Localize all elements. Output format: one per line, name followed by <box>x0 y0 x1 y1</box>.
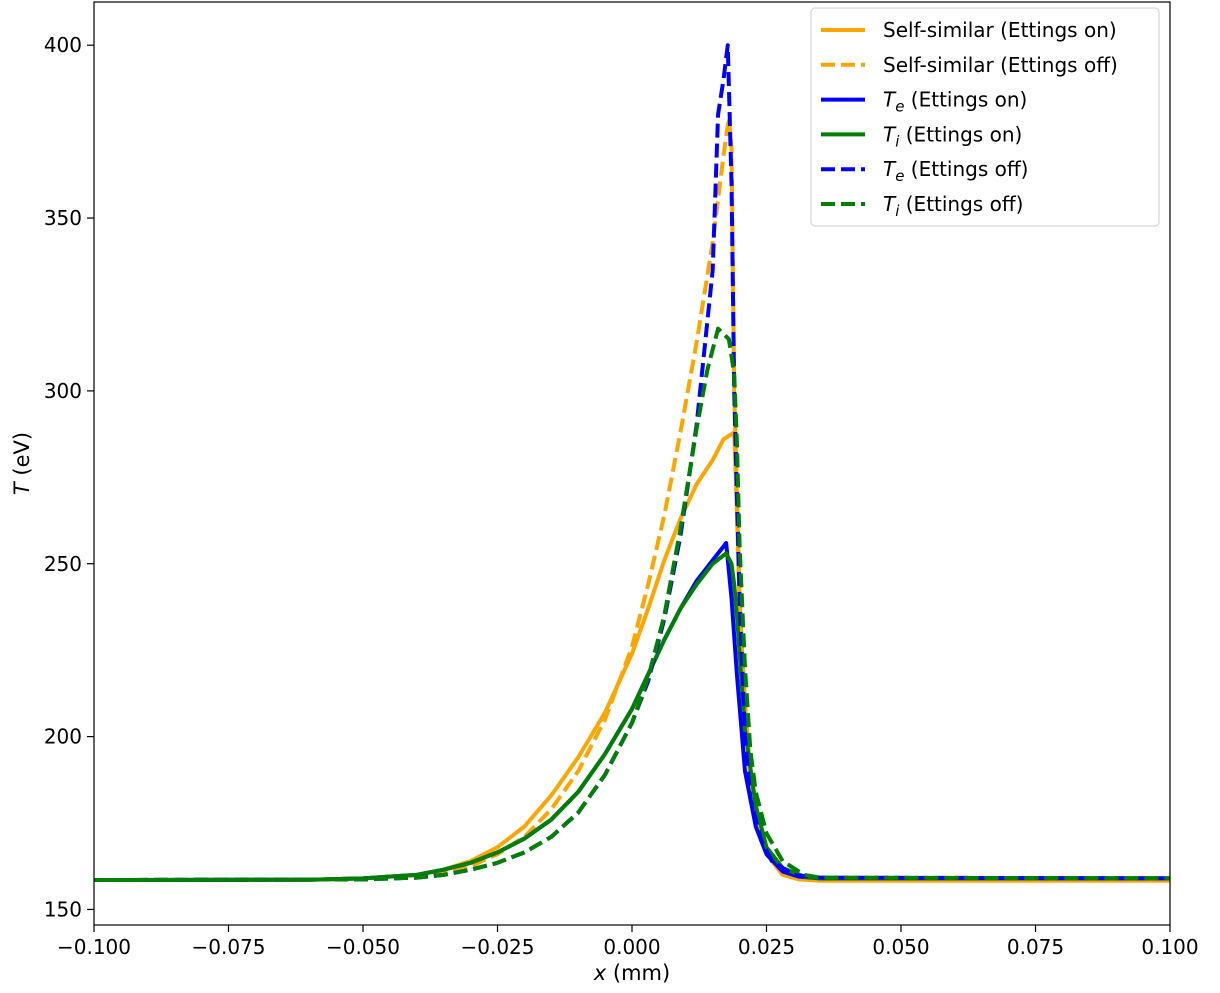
x-tick-label: 0.025 <box>738 935 795 959</box>
legend: Self-similar (Ettings on) Self-similar (E… <box>810 7 1160 227</box>
series-line-4 <box>94 551 1170 883</box>
legend-label-1: Self-similar (Ettings on) <box>883 18 1117 42</box>
y-tick-label: 250 <box>44 552 82 576</box>
x-axis-label-unit: (mm) <box>606 961 670 985</box>
legend-label-4: Ti (Ettings on) <box>883 122 1022 150</box>
y-tick-label: 300 <box>44 379 82 403</box>
x-tick-label: −0.025 <box>460 935 534 959</box>
legend-label-6: Ti (Ettings off) <box>883 192 1023 220</box>
legend-label-5: Te (Ettings off) <box>883 157 1028 185</box>
y-axis-label-var: T <box>10 480 34 495</box>
series-lines <box>94 43 1170 883</box>
y-axis-label-unit: (eV) <box>10 432 34 482</box>
legend-label-3: Te (Ettings on) <box>883 88 1027 116</box>
y-tick-label: 400 <box>44 33 82 57</box>
y-tick-label: 350 <box>44 206 82 230</box>
x-tick-label: 0.100 <box>1141 935 1198 959</box>
x-tick-label: −0.050 <box>326 935 400 959</box>
x-tick-label: 0.000 <box>603 935 660 959</box>
x-tick-label: −0.075 <box>191 935 265 959</box>
x-axis-label-var: x <box>593 961 607 985</box>
y-axis-label: T (eV) <box>10 432 34 495</box>
y-tick-label: 200 <box>44 725 82 749</box>
x-tick-label: 0.075 <box>1007 935 1064 959</box>
x-axis-ticks: −0.100 −0.075 −0.050 −0.025 0.000 0.025 0.050 0… <box>57 925 1199 959</box>
y-tick-label: 150 <box>44 897 82 921</box>
series-line-6 <box>94 326 1170 883</box>
x-axis-label: x (mm) <box>593 961 670 985</box>
x-tick-label: −0.100 <box>57 935 131 959</box>
legend-label-2: Self-similar (Ettings off) <box>883 53 1118 77</box>
y-axis-ticks: 150 200 250 300 350 400 <box>44 33 94 921</box>
x-tick-label: 0.050 <box>872 935 929 959</box>
series-line-2 <box>94 115 1170 883</box>
legend-box <box>810 7 1160 227</box>
